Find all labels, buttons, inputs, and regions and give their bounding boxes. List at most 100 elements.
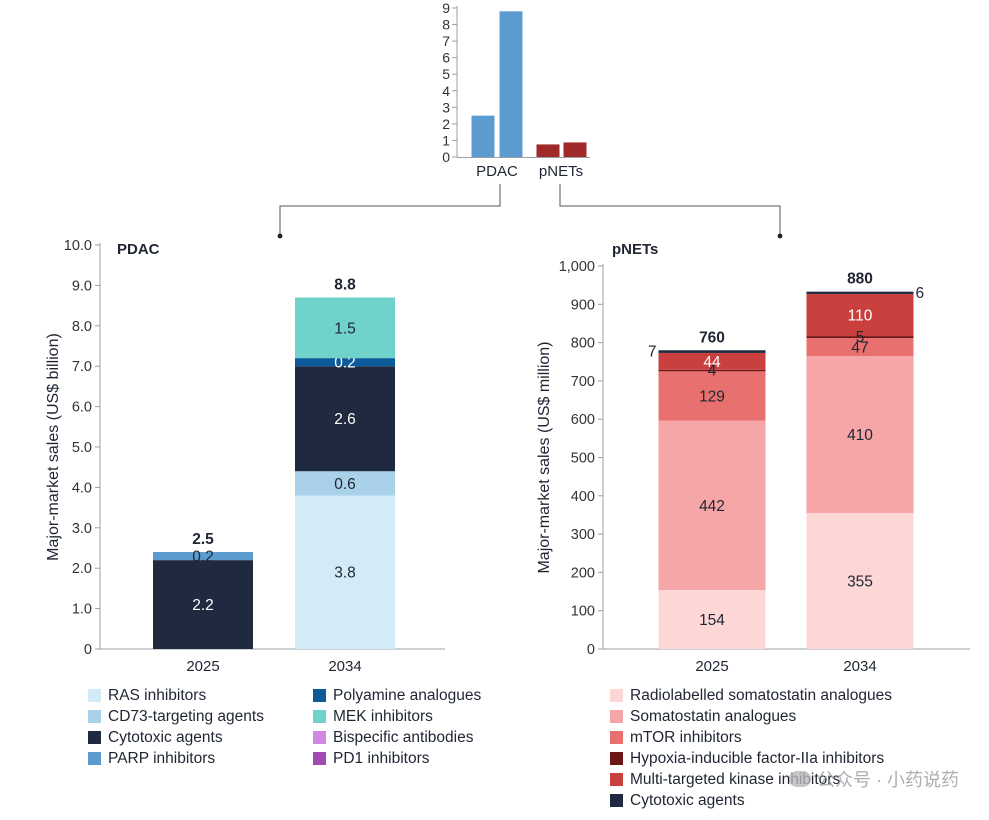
y-tick-label: 0 <box>587 642 595 658</box>
pnets-legend: Radiolabelled somatostatin analogues Soma… <box>610 685 892 811</box>
bar-segment-somatostatin-2025 <box>658 420 766 591</box>
wechat-icon <box>789 771 811 787</box>
y-tick-label: 800 <box>571 336 595 352</box>
bar-value-label: 1.5 <box>334 320 356 337</box>
legend-label: mTOR inhibitors <box>630 729 742 746</box>
overview-bar-pnets-2025 <box>536 144 560 157</box>
bar-value-label: 2.6 <box>334 411 356 428</box>
legend-item-radiolabelled: Radiolabelled somatostatin analogues <box>610 685 892 706</box>
legend-swatch <box>88 689 101 702</box>
y-tick-label: 0 <box>84 642 92 658</box>
pnets-chart: 0 100 200 300 400 500 600 700 800 900 1,000 pNETs Ma… <box>536 241 970 675</box>
bar-value-callout: 7 <box>648 344 657 361</box>
bar-segment-mtki-2034 <box>806 293 914 337</box>
y-tick-label: 700 <box>571 374 595 390</box>
bar-value-label: 355 <box>847 574 873 591</box>
y-tick-label: 4.0 <box>72 480 92 496</box>
bar-segment-cytotoxic-2034 <box>295 366 395 472</box>
x-tick-label: 2034 <box>843 658 876 675</box>
legend-item-somatostatin: Somatostatin analogues <box>610 706 892 727</box>
connector-dot-pdac <box>277 233 283 239</box>
bar-total-label: 880 <box>847 271 873 288</box>
y-tick-label: 300 <box>571 527 595 543</box>
y-tick-label: 500 <box>571 451 595 467</box>
legend-item-cytotoxic: Cytotoxic agents <box>88 727 264 748</box>
x-tick-label: 2025 <box>186 658 219 675</box>
connector-pnets <box>559 184 781 234</box>
panel-title: PDAC <box>117 241 160 258</box>
legend-swatch <box>313 710 326 723</box>
bar-segment-parp-2025 <box>153 552 253 561</box>
legend-label: PARP inhibitors <box>108 750 216 767</box>
legend-label: Somatostatin analogues <box>630 708 797 725</box>
legend-item-parp: PARP inhibitors <box>88 748 264 769</box>
bar-segment-cd73-2034 <box>295 471 395 496</box>
legend-item-mek: MEK inhibitors <box>313 706 481 727</box>
y-tick-label: 2.0 <box>72 561 92 577</box>
bar-value-label: 0.2 <box>334 355 356 372</box>
legend-swatch <box>313 731 326 744</box>
y-tick-label: 5.0 <box>72 440 92 456</box>
legend-label: Bispecific antibodies <box>333 729 474 746</box>
y-tick-label: 1,000 <box>559 259 595 275</box>
bar-value-callout: 6 <box>916 285 925 302</box>
y-tick-label: 100 <box>571 604 595 620</box>
legend-swatch <box>610 794 623 807</box>
bar-segment-cytotoxic-2025 <box>658 350 766 353</box>
y-tick-label: 600 <box>571 412 595 428</box>
y-tick-label: 3.0 <box>72 521 92 537</box>
bar-value-callout: 4 <box>708 363 717 380</box>
connector-pdac <box>279 184 501 234</box>
overview-y-tick-label: 9 <box>442 0 450 16</box>
legend-swatch <box>610 752 623 765</box>
legend-item-cytotoxic: Cytotoxic agents <box>610 790 892 811</box>
legend-item-mtor: mTOR inhibitors <box>610 727 892 748</box>
y-tick-label: 9.0 <box>72 278 92 294</box>
bar-segment-hif-2034 <box>806 336 914 339</box>
legend-swatch <box>610 689 623 702</box>
overview-y-tick-label: 6 <box>442 50 450 66</box>
y-tick-label: 200 <box>571 565 595 581</box>
bar-total-label: 760 <box>699 329 725 346</box>
y-tick-label: 10.0 <box>64 238 92 254</box>
pdac-legend-col2: Polyamine analogues MEK inhibitors Bispeci… <box>313 685 481 769</box>
bar-value-label: 47 <box>851 340 868 357</box>
legend-swatch <box>313 752 326 765</box>
bar-value-label: 410 <box>847 427 873 444</box>
y-tick-label: 6.0 <box>72 400 92 416</box>
overview-bar-pdac-2025 <box>471 115 495 157</box>
overview-bar-pdac-2034 <box>499 11 523 157</box>
connector-dot-pnets <box>777 233 783 239</box>
bar-segment-hif-2025 <box>658 369 766 372</box>
legend-swatch <box>610 773 623 786</box>
overview-x-label-pdac: PDAC <box>476 163 518 180</box>
bar-value-callout: 5 <box>856 329 865 346</box>
legend-swatch <box>610 710 623 723</box>
bar-segment-mek-2034 <box>295 297 395 359</box>
legend-swatch <box>313 689 326 702</box>
legend-label: RAS inhibitors <box>108 687 207 704</box>
legend-swatch <box>610 731 623 744</box>
overview-bar-pnets-2034 <box>563 142 587 157</box>
y-tick-label: 8.0 <box>72 319 92 335</box>
legend-swatch <box>88 752 101 765</box>
bar-segment-cytotoxic-2025 <box>153 560 253 649</box>
y-axis-label: Major-market sales (US$ billion) <box>45 333 62 561</box>
legend-swatch <box>88 731 101 744</box>
overview-y-tick-label: 2 <box>442 116 450 132</box>
legend-label: Cytotoxic agents <box>630 792 745 809</box>
bar-segment-mtki-2025 <box>658 352 766 370</box>
bar-value-label: 3.8 <box>334 565 356 582</box>
bar-segment-mtor-2034 <box>806 338 914 357</box>
bar-value-label: 442 <box>699 498 725 515</box>
legend-label: PD1 inhibitors <box>333 750 430 767</box>
bar-total-label: 8.8 <box>334 277 356 294</box>
legend-label: Polyamine analogues <box>333 687 482 704</box>
legend-item-hif: Hypoxia-inducible factor-IIa inhibitors <box>610 748 892 769</box>
bar-value-label: 44 <box>703 354 721 371</box>
bar-segment-radiolabelled-2034 <box>806 513 914 649</box>
watermark: 公众号 · 小药说药 <box>789 766 959 792</box>
bar-value-label: 110 <box>848 308 873 325</box>
